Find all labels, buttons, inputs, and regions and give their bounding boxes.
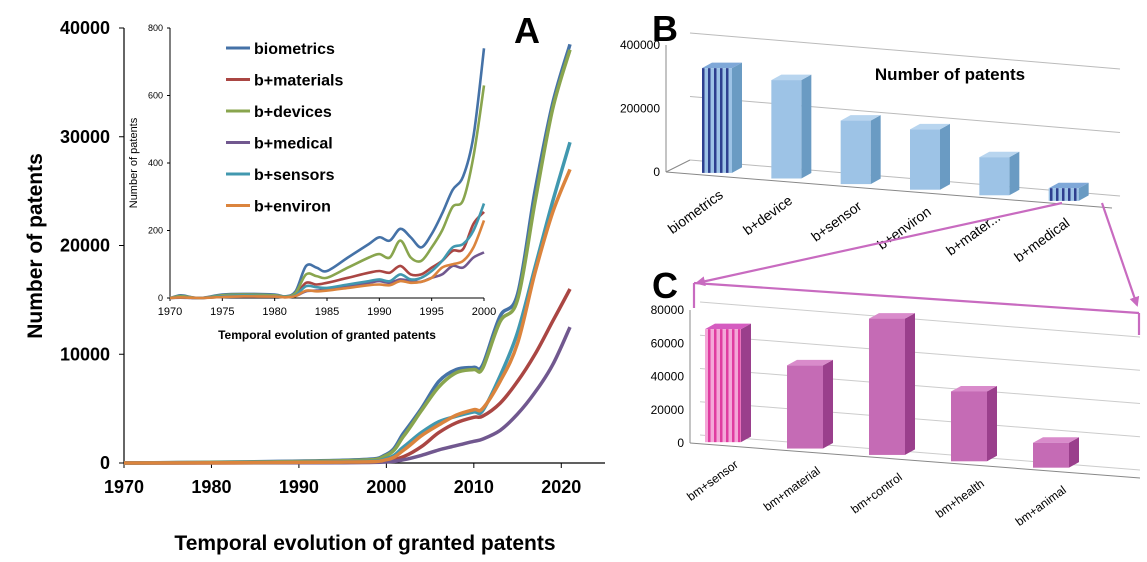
b-bar-bmater: [979, 152, 1019, 196]
connector-right-arrow: [1102, 203, 1137, 305]
legend-label-b-materials: b+materials: [254, 73, 343, 90]
inset-y-tick-label: 400: [148, 158, 163, 168]
a-y-tick-label: 30000: [60, 127, 110, 147]
legend-label-b-medical: b+medical: [254, 136, 333, 153]
b-chart-title: Number of patents: [875, 65, 1025, 84]
a-x-tick-label: 1990: [279, 477, 319, 497]
panel-b-letter: B: [652, 8, 678, 49]
c-category-label: bm+control: [848, 470, 905, 516]
a-y-tick-label: 20000: [60, 236, 110, 256]
panel-a-letter: A: [514, 10, 540, 51]
inset-series-line-b-environ: [170, 220, 484, 298]
legend-label-b-sensors: b+sensors: [254, 167, 335, 184]
c-bar-bmmaterial: [787, 360, 833, 449]
b-gridline: [690, 33, 1120, 69]
c-gridline: [700, 302, 1140, 337]
a-x-tick-label: 2010: [454, 477, 494, 497]
legend-label-b-devices: b+devices: [254, 104, 332, 121]
inset-y-tick-label: 800: [148, 23, 163, 33]
inset-y-tick-label: 0: [158, 293, 163, 303]
a-x-tick-label: 2020: [541, 477, 581, 497]
b-bar-benviron: [910, 124, 950, 190]
inset-x-tick-label: 2000: [472, 306, 496, 318]
c-y-tick-label: 20000: [651, 403, 685, 417]
inset-x-tick-label: 1975: [210, 306, 234, 318]
b-y-tick-label: 0: [653, 165, 660, 179]
b-category-label: b+medical: [1011, 214, 1072, 265]
panel-a-inset-chart: 0 200 400 600 800 1970 1975 1980 1985 1990 1995 200…: [128, 23, 496, 342]
c-gridline: [700, 369, 1140, 404]
c-gridline: [700, 402, 1140, 437]
connector-left-arrow: [697, 203, 1062, 283]
inset-x-tick-label: 1995: [419, 306, 443, 318]
c-bar-bmcontrol: [869, 313, 915, 455]
b-category-label: b+sensor: [808, 197, 865, 244]
a-x-tick-label: 1980: [191, 477, 231, 497]
a-x-tick-label: 1970: [104, 477, 144, 497]
inset-x-tick-label: 1985: [315, 306, 339, 318]
c-gridline: [700, 335, 1140, 370]
inset-y-tick-label: 600: [148, 91, 163, 101]
a-x-tick-label: 2000: [366, 477, 406, 497]
c-y-tick-label: 0: [677, 436, 684, 450]
b-bar-bmedical: [1049, 183, 1089, 201]
c-category-label: bm+material: [761, 464, 823, 514]
b-bar-biometrics: [702, 63, 742, 173]
inset-x-tick-label: 1980: [262, 306, 286, 318]
b-floor-edge: [666, 160, 690, 172]
b-gridline: [690, 97, 1120, 133]
connector-bracket-top: [694, 283, 1139, 313]
c-y-tick-label: 40000: [651, 370, 685, 384]
b-category-label: b+mater...: [943, 209, 1003, 259]
b-category-label: biometrics: [665, 186, 726, 236]
c-bar-bmsensor: [705, 324, 751, 443]
c-y-tick-label: 60000: [651, 336, 685, 350]
a-y-tick-label: 0: [100, 453, 110, 473]
c-bar-bmhealth: [951, 386, 997, 461]
inset-y-axis-label: Number of patents: [128, 117, 140, 208]
a-series-line-b-medical: [124, 327, 570, 463]
legend-label-biometrics: biometrics: [254, 41, 335, 58]
b-category-label: b+device: [740, 192, 795, 238]
b-category-label: b+environ: [874, 203, 933, 252]
c-category-label: bm+health: [933, 476, 987, 520]
panel-c-letter: C: [652, 265, 678, 306]
a-y-tick-label: 10000: [60, 344, 110, 364]
inset-x-tick-label: 1970: [158, 306, 182, 318]
inset-y-tick-label: 200: [148, 226, 163, 236]
a-series-line-b-sensors: [124, 142, 570, 463]
c-bar-bmanimal: [1033, 437, 1079, 467]
a-y-axis-label: Number of patents: [24, 153, 47, 339]
inset-x-axis-label: Temporal evolution of granted patents: [218, 328, 436, 342]
legend-label-b-environ: b+environ: [254, 199, 331, 216]
a-x-axis-label: Temporal evolution of granted patents: [174, 532, 555, 555]
c-category-label: bm+sensor: [684, 457, 741, 503]
a-y-tick-label: 40000: [60, 18, 110, 38]
c-category-label: bm+animal: [1013, 483, 1069, 529]
b-bar-bdevice: [771, 75, 811, 179]
inset-x-tick-label: 1990: [367, 306, 391, 318]
b-y-tick-label: 200000: [620, 102, 660, 116]
b-bar-bsensor: [841, 115, 881, 184]
